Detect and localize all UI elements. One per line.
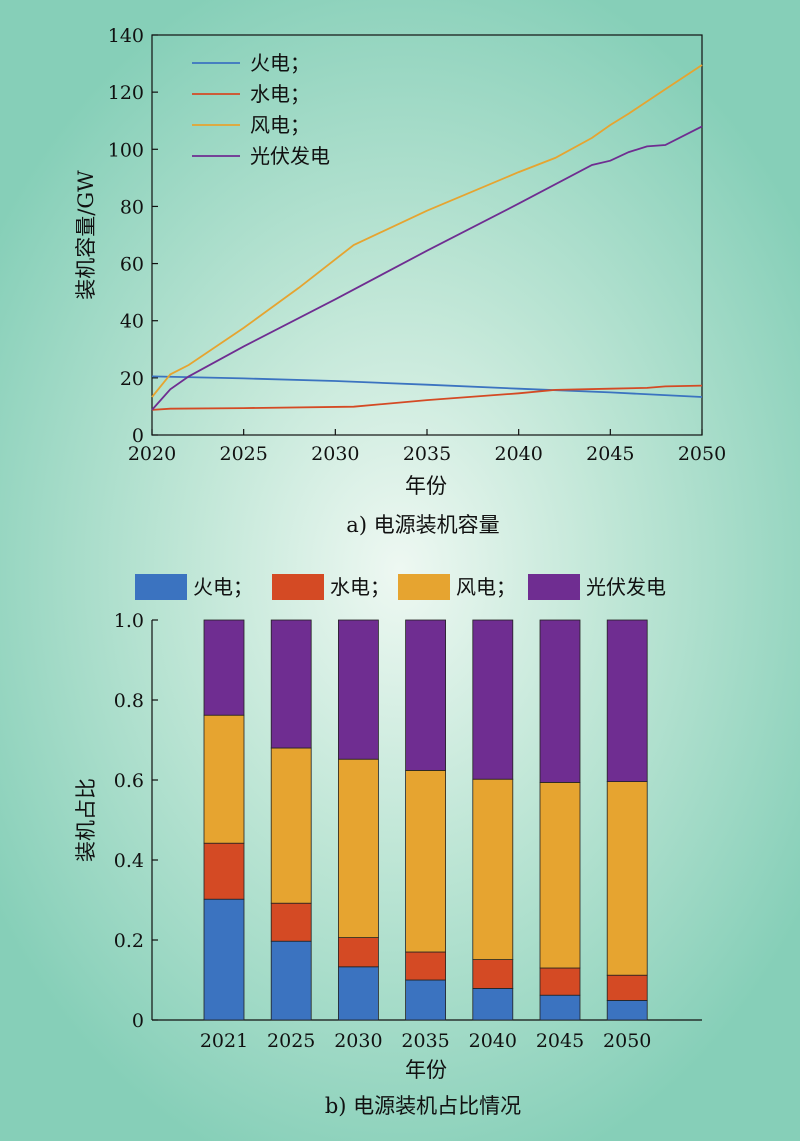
bar-segment-hydro: [203, 842, 245, 900]
y-tick-label: 0.4: [114, 850, 144, 872]
stacked-bar-chart-share: 火电； 水电； 风电； 光伏发电 0 0.2 0.4 0.6 0.8 1.0 2021 2025 20…: [74, 574, 702, 1118]
series-line-solar: [151, 125, 703, 411]
x-tick-label: 2030: [311, 443, 359, 465]
x-tick-label: 2020: [128, 443, 176, 465]
bar-segment-solar: [606, 619, 648, 783]
line-chart-ylabel: 装机容量/GW: [74, 170, 98, 300]
bar-segment-thermal: [405, 979, 447, 1021]
y-tick-label: 0.8: [114, 690, 144, 712]
bar-segment-thermal: [270, 940, 312, 1021]
x-tick-label: 2025: [267, 1030, 315, 1052]
legend-label-solar: 光伏发电: [586, 575, 666, 599]
bar-chart-caption: b) 电源装机占比情况: [325, 1094, 521, 1118]
x-tick-label: 2050: [678, 443, 726, 465]
legend-swatch-hydro: [272, 574, 324, 600]
y-tick-label: 0.2: [114, 930, 144, 952]
x-tick-label: 2035: [403, 443, 451, 465]
y-tick-label: 40: [120, 311, 144, 333]
bar-segment-thermal: [472, 988, 514, 1021]
x-tick-label: 2040: [469, 1030, 517, 1052]
bar-segment-wind: [270, 747, 312, 904]
bar-segment-solar: [270, 619, 312, 749]
x-tick-label: 2045: [586, 443, 634, 465]
plot-frame: [151, 34, 703, 436]
legend-swatch-wind: [398, 574, 450, 600]
series-line-thermal: [151, 375, 703, 398]
series-line-hydro: [151, 384, 703, 411]
line-chart-capacity: 2020 2025 2030 2035 2040 2045 2050020406080100…: [74, 25, 726, 537]
x-tick-label: 2045: [536, 1030, 584, 1052]
bar-segment-solar: [405, 619, 447, 771]
bar-segment-wind: [539, 782, 581, 969]
legend-label-wind: 风电；: [250, 113, 310, 137]
bar-segment-solar: [337, 619, 379, 760]
bar-segment-wind: [405, 770, 447, 953]
bar-chart-xlabel: 年份: [405, 1058, 447, 1082]
legend-label-hydro: 水电；: [330, 575, 390, 599]
legend-label-wind: 风电；: [456, 575, 516, 599]
x-tick-label: 2030: [334, 1030, 382, 1052]
x-tick-label: 2050: [603, 1030, 651, 1052]
series-line-wind: [151, 64, 703, 398]
bar-segment-wind: [606, 781, 648, 976]
y-tick-label: 0.6: [114, 770, 144, 792]
bar-chart-bars: [203, 619, 648, 1021]
bar-segment-hydro: [472, 959, 514, 989]
y-tick-label: 80: [120, 196, 144, 218]
x-tick-label: 2025: [219, 443, 267, 465]
legend-label-thermal: 火电；: [193, 575, 253, 599]
bar-segment-hydro: [270, 902, 312, 942]
y-tick-label: 0: [132, 425, 144, 447]
bar-segment-thermal: [606, 1000, 648, 1021]
bar-segment-hydro: [405, 951, 447, 981]
legend-swatch-solar: [528, 574, 580, 600]
line-chart-axes: 2020 2025 2030 2035 2040 2045 2050020406080100…: [108, 25, 726, 465]
y-tick-label: 140: [108, 25, 144, 47]
line-chart-legend: 火电； 水电； 风电； 光伏发电: [192, 51, 330, 168]
bar-segment-wind: [203, 714, 245, 844]
bar-segment-thermal: [203, 898, 245, 1021]
bar-segment-wind: [472, 778, 514, 961]
line-chart-caption: a) 电源装机容量: [346, 513, 499, 537]
bar-segment-wind: [337, 758, 379, 939]
line-chart-series: [151, 64, 703, 411]
bar-segment-thermal: [337, 966, 379, 1021]
y-tick-label: 60: [120, 254, 144, 276]
y-tick-label: 0: [132, 1010, 144, 1032]
y-tick-label: 120: [108, 82, 144, 104]
legend-swatch-thermal: [135, 574, 187, 600]
bar-segment-solar: [203, 619, 245, 716]
bar-chart-ylabel: 装机占比: [74, 778, 98, 862]
bar-chart-legend: 火电； 水电； 风电； 光伏发电: [135, 574, 666, 600]
bar-segment-solar: [472, 619, 514, 780]
y-tick-label: 100: [108, 139, 144, 161]
bar-segment-solar: [539, 619, 581, 783]
legend-label-hydro: 水电；: [250, 82, 310, 106]
bar-segment-hydro: [539, 967, 581, 996]
bar-segment-thermal: [539, 994, 581, 1021]
line-chart-xlabel: 年份: [405, 474, 447, 498]
bar-segment-hydro: [606, 974, 648, 1001]
y-tick-label: 1.0: [114, 610, 144, 632]
legend-label-solar: 光伏发电: [250, 144, 330, 168]
x-tick-label: 2035: [401, 1030, 449, 1052]
legend-label-thermal: 火电；: [250, 51, 310, 75]
bar-segment-hydro: [337, 937, 379, 968]
y-tick-label: 20: [120, 368, 144, 390]
x-tick-label: 2021: [200, 1030, 248, 1052]
x-tick-label: 2040: [494, 443, 542, 465]
